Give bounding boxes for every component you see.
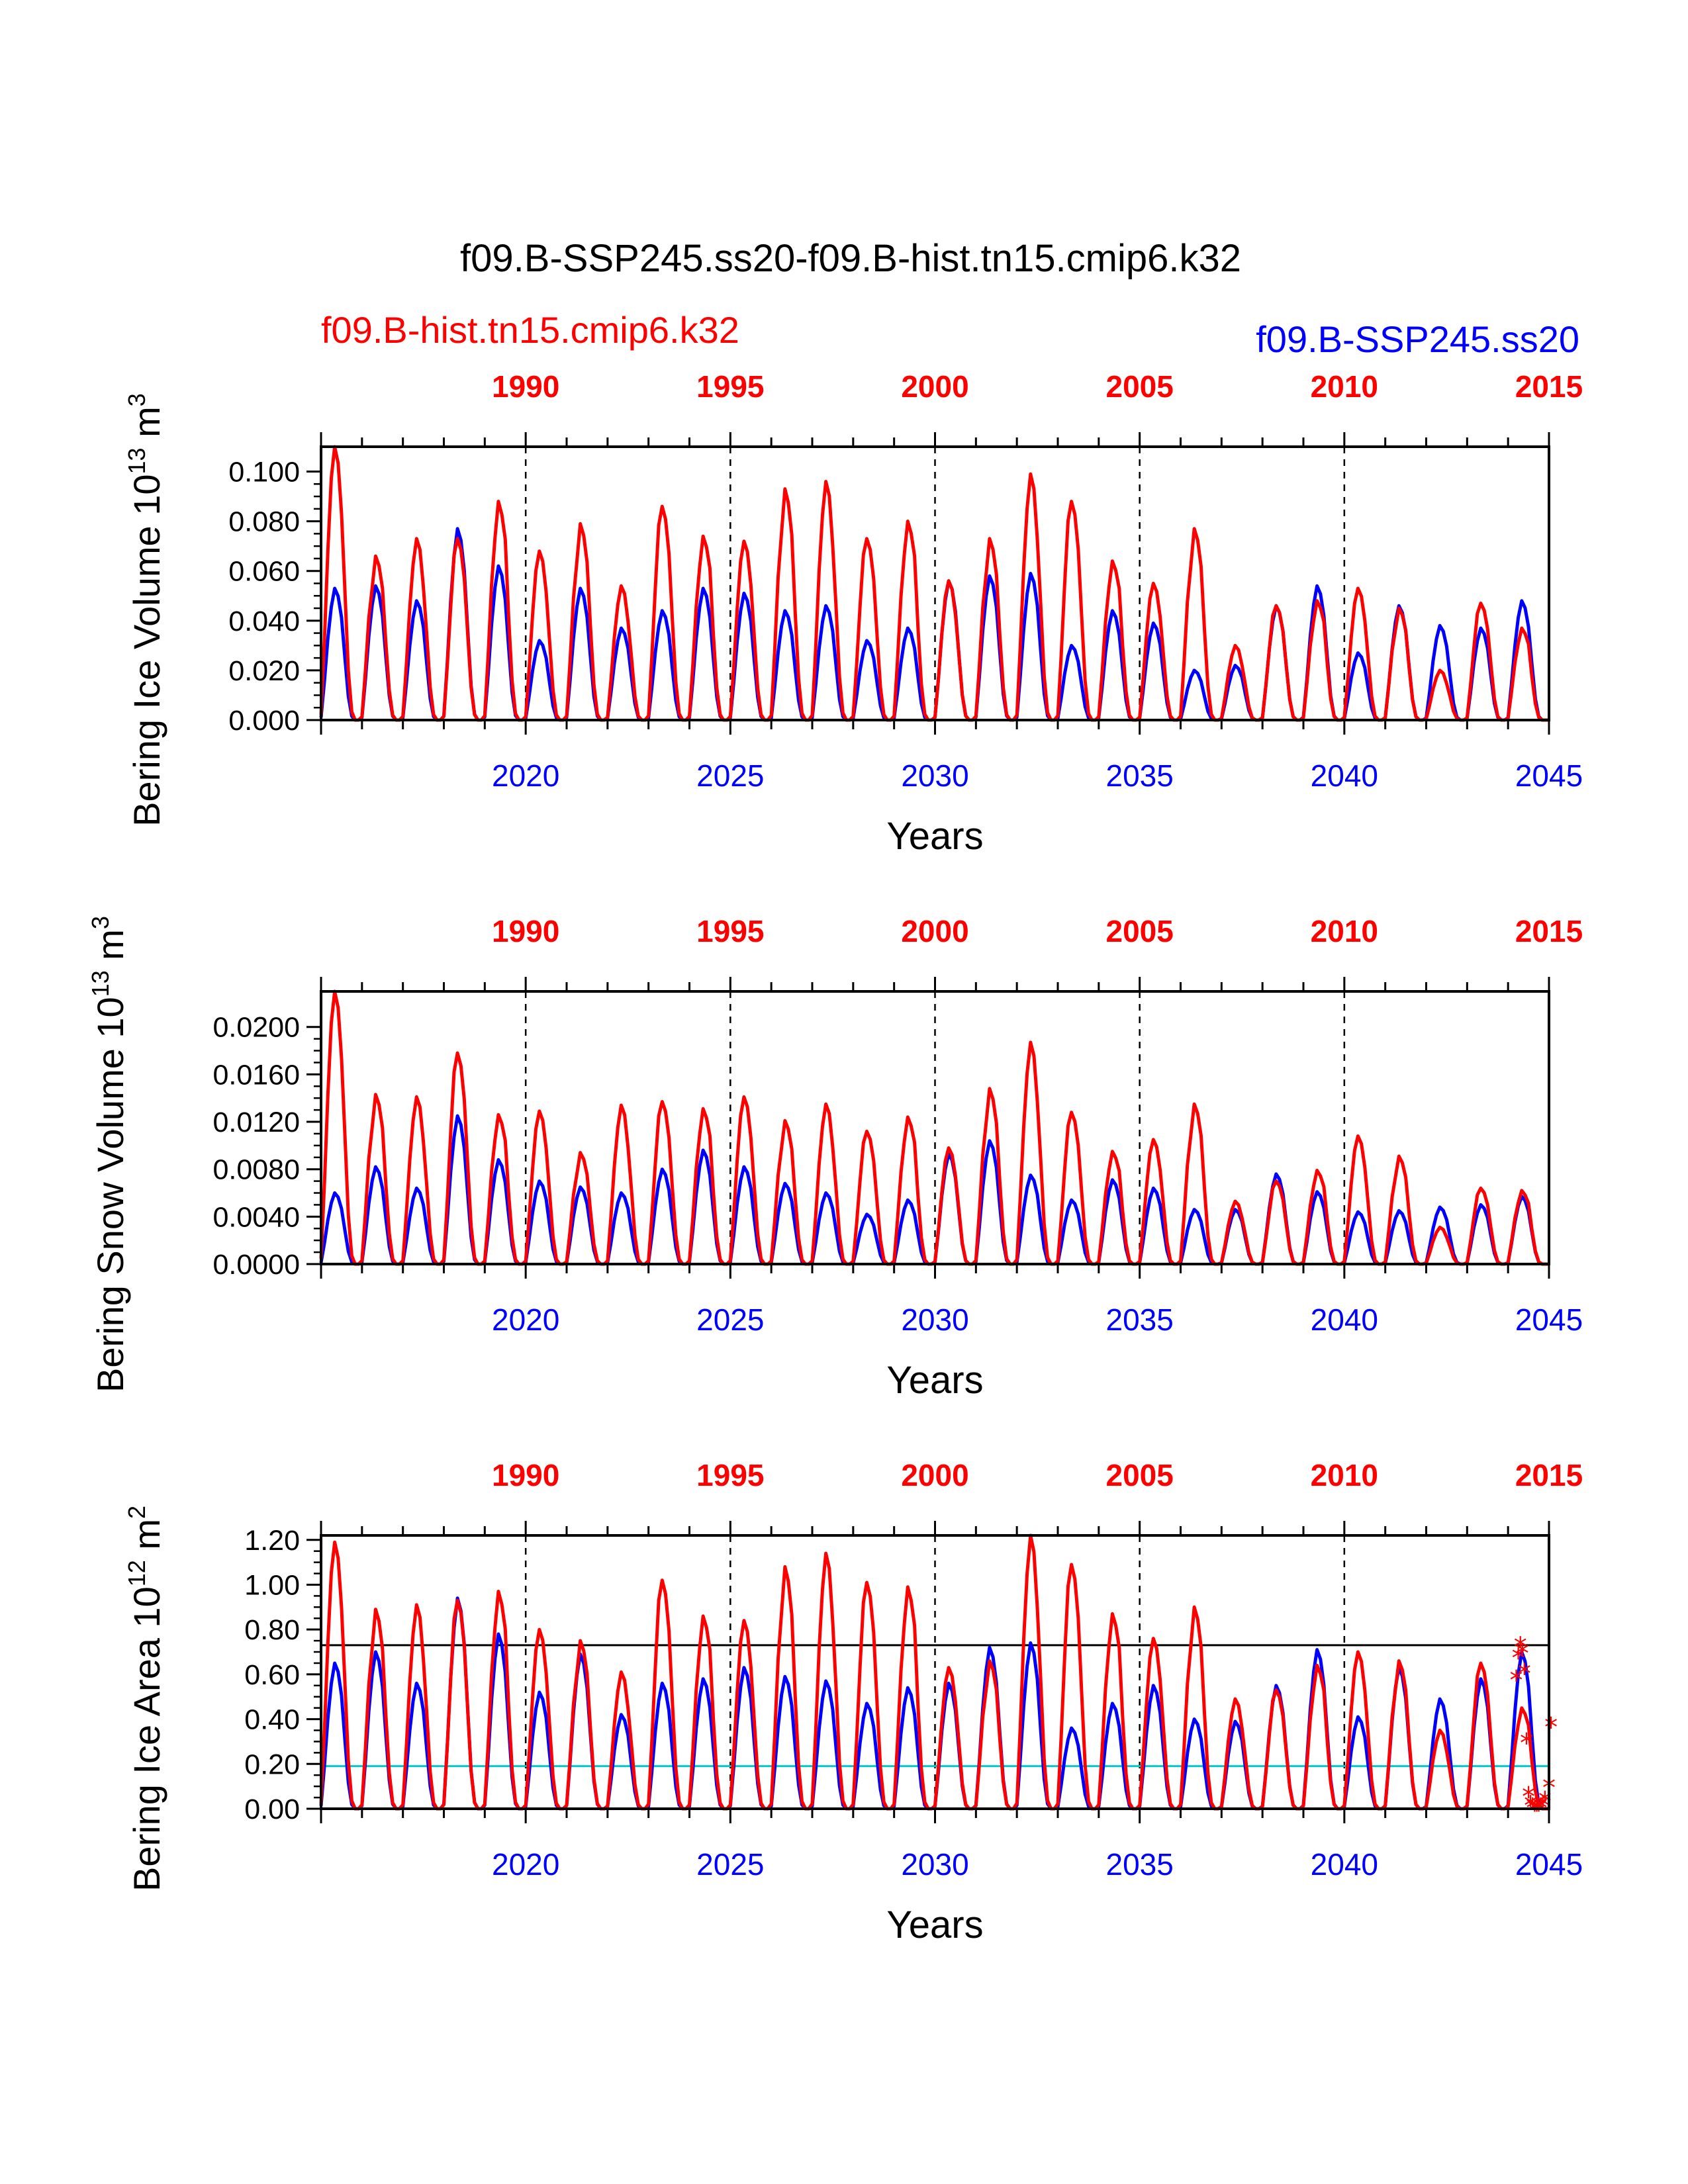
x-tick-label-bottom: 2030 — [901, 758, 968, 793]
x-tick-label-top: 1995 — [696, 914, 764, 948]
y-tick-label: 0.0080 — [212, 1154, 300, 1186]
x-tick-label-bottom: 2040 — [1311, 1847, 1378, 1882]
series-line-hist — [319, 989, 1549, 1266]
data-marker: * — [1510, 1666, 1523, 1696]
y-axis-title: Bering Ice Volume 1013 m3 — [123, 393, 167, 827]
data-marker: * — [1532, 1796, 1546, 1826]
x-tick-label-top: 2015 — [1515, 1458, 1583, 1492]
data-marker: * — [1516, 1639, 1529, 1669]
data-marker: * — [1544, 1713, 1558, 1743]
legend-hist: f09.B-hist.tn15.cmip6.k32 — [321, 309, 739, 351]
y-tick-label: 0.80 — [244, 1614, 300, 1646]
x-tick-label-bottom: 2020 — [492, 1847, 559, 1882]
data-marker: * — [1520, 1728, 1533, 1758]
x-tick-label-bottom: 2025 — [696, 1302, 764, 1337]
y-tick-label: 0.00 — [244, 1794, 300, 1825]
x-tick-label-top: 1995 — [696, 1458, 764, 1492]
x-tick-label-bottom: 2030 — [901, 1847, 968, 1882]
x-tick-label-top: 2005 — [1105, 1458, 1173, 1492]
y-tick-label: 1.20 — [244, 1525, 300, 1557]
x-tick-label-top: 2015 — [1515, 369, 1583, 404]
x-tick-label-top: 2000 — [901, 369, 968, 404]
y-tick-label: 0.60 — [244, 1659, 300, 1691]
x-tick-label-top: 1995 — [696, 369, 764, 404]
y-tick-label: 0.060 — [228, 556, 300, 588]
x-tick-label-bottom: 2025 — [696, 1847, 764, 1882]
x-axis-title: Years — [886, 1903, 983, 1946]
y-tick-label: 0.020 — [228, 655, 300, 687]
x-tick-label-top: 2005 — [1105, 369, 1173, 404]
x-tick-label-top: 2010 — [1311, 914, 1378, 948]
x-tick-label-bottom: 2020 — [492, 1302, 559, 1337]
x-axis-title: Years — [886, 1359, 983, 1402]
y-tick-label: 0.20 — [244, 1749, 300, 1780]
x-tick-label-bottom: 2040 — [1311, 758, 1378, 793]
x-axis-title: Years — [886, 815, 983, 858]
y-tick-label: 0.0040 — [212, 1201, 300, 1233]
y-axis-title: Bering Snow Volume 1013 m3 — [87, 916, 131, 1392]
x-tick-label-bottom: 2030 — [901, 1302, 968, 1337]
y-axis-title: Bering Ice Area 1012 m2 — [123, 1506, 167, 1891]
x-tick-label-bottom: 2040 — [1311, 1302, 1378, 1337]
y-tick-label: 0.0120 — [212, 1107, 300, 1138]
data-marker: * — [1524, 1791, 1537, 1821]
x-tick-label-bottom: 2045 — [1515, 1847, 1583, 1882]
x-tick-label-top: 2010 — [1311, 1458, 1378, 1492]
series-line-hist — [319, 445, 1549, 722]
data-marker: * — [1512, 1643, 1525, 1674]
y-tick-label: 0.0160 — [212, 1059, 300, 1091]
x-tick-label-bottom: 2035 — [1105, 1302, 1173, 1337]
y-tick-label: 0.080 — [228, 506, 300, 538]
y-tick-label: 0.040 — [228, 606, 300, 637]
x-tick-label-top: 2000 — [901, 914, 968, 948]
y-tick-label: 0.000 — [228, 705, 300, 737]
y-tick-label: 0.40 — [244, 1704, 300, 1736]
data-marker: * — [1522, 1782, 1535, 1813]
y-tick-label: 0.0200 — [212, 1012, 300, 1044]
x-tick-label-top: 2000 — [901, 1458, 968, 1492]
x-tick-label-bottom: 2035 — [1105, 758, 1173, 793]
x-tick-label-bottom: 2045 — [1515, 758, 1583, 793]
x-tick-label-bottom: 2045 — [1515, 1302, 1583, 1337]
y-tick-label: 1.00 — [244, 1569, 300, 1601]
x-tick-label-top: 1990 — [492, 369, 559, 404]
x-tick-label-top: 2010 — [1311, 369, 1378, 404]
chart-title: f09.B-SSP245.ss20-f09.B-hist.tn15.cmip6.… — [460, 237, 1241, 280]
legend-ssp: f09.B-SSP245.ss20 — [1256, 318, 1579, 360]
y-tick-label: 0.100 — [228, 457, 300, 488]
data-marker: * — [1518, 1659, 1531, 1690]
panel-2: 0.0000 0.0040 0.0080 0.0120 0.0160 0.0200 2020… — [87, 914, 1583, 1402]
panel-3: *****************0.000.200.400.600.801.0… — [123, 1458, 1583, 1946]
data-marker: * — [1530, 1796, 1543, 1826]
x-tick-label-top: 2005 — [1105, 914, 1173, 948]
x-tick-label-bottom: 2020 — [492, 758, 559, 793]
x-tick-label-top: 1990 — [492, 914, 559, 948]
data-marker: * — [1536, 1791, 1550, 1821]
data-marker: * — [1514, 1632, 1527, 1662]
y-tick-label: 0.0000 — [212, 1249, 300, 1281]
x-tick-label-bottom: 2035 — [1105, 1847, 1173, 1882]
x-tick-label-top: 1990 — [492, 1458, 559, 1492]
panel-1: 0.000 0.020 0.040 0.060 0.080 0.100 2020 2025 20… — [123, 369, 1583, 858]
data-marker: * — [1528, 1796, 1541, 1826]
x-tick-label-bottom: 2025 — [696, 758, 764, 793]
series-line-hist — [319, 1533, 1549, 1811]
x-tick-label-top: 2015 — [1515, 914, 1583, 948]
